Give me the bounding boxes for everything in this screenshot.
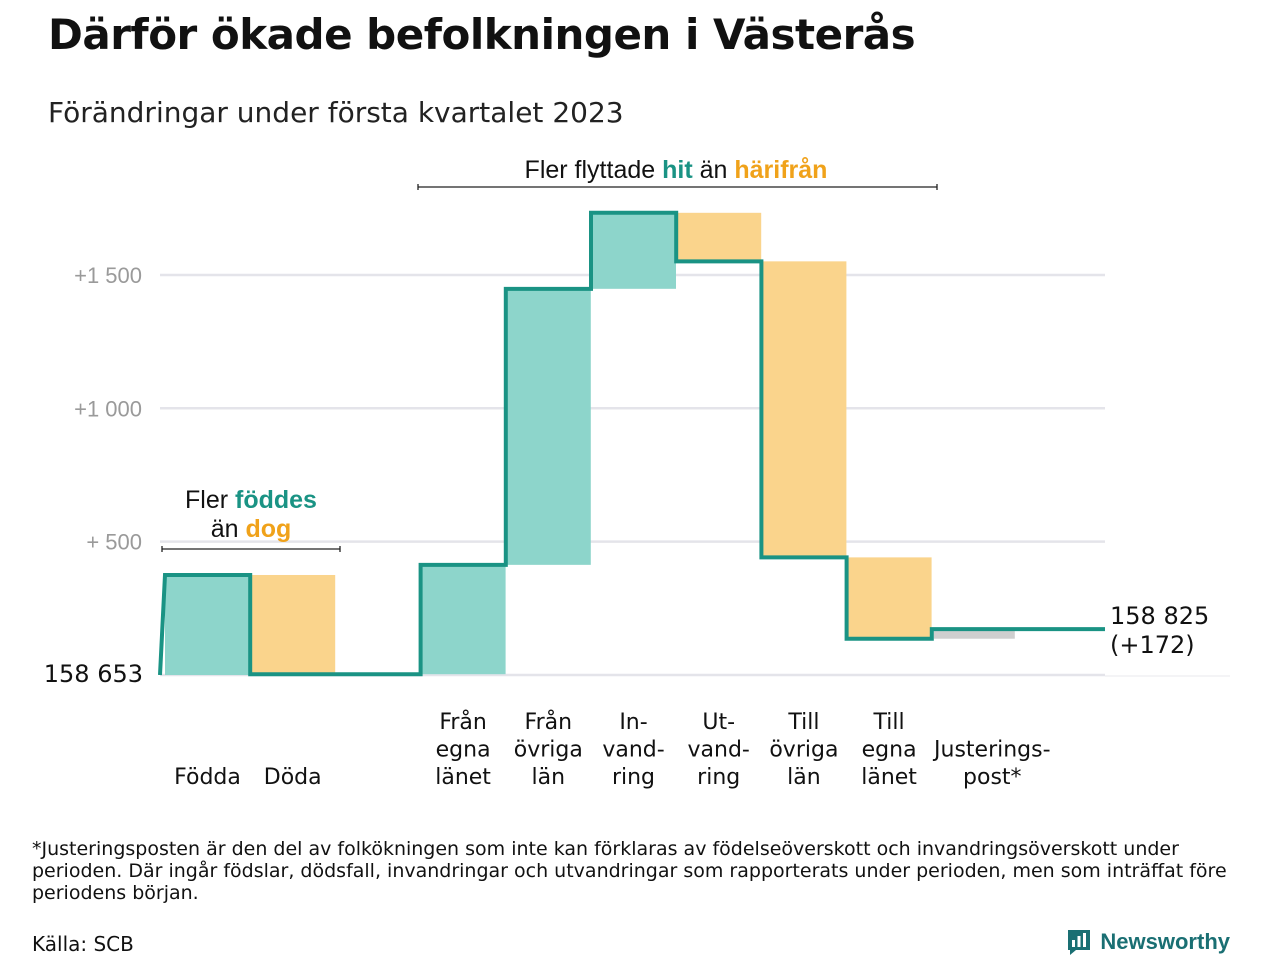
category-label: egna: [436, 738, 491, 763]
bar-5: [676, 212, 762, 262]
category-label: Till: [873, 710, 905, 735]
bar-6: [761, 261, 847, 558]
category-label: vand-: [688, 738, 750, 763]
y-tick-label: +1 500: [74, 263, 142, 288]
category-label: Från: [525, 709, 573, 735]
bar-0: [165, 574, 250, 675]
bar-4: [591, 212, 676, 289]
annotation-migration-part: än: [693, 156, 735, 184]
annotation-migration-part: Fler flyttade: [525, 156, 663, 184]
bar-3: [505, 288, 591, 565]
bars: [165, 212, 1015, 675]
step-line-path: [158, 210, 1105, 677]
category-label: Till: [787, 710, 819, 735]
newsworthy-logo-icon: [1068, 930, 1091, 955]
bar-8: [933, 629, 1015, 639]
category-label: län: [787, 765, 821, 790]
category-label: post*: [963, 765, 1022, 790]
annotation-births-part: föddes: [235, 486, 317, 514]
annotation-migration-part: härifrån: [734, 156, 827, 184]
step-line: [158, 210, 1105, 677]
start-value-label: 158 653: [44, 660, 143, 688]
annotation-births-part: Fler: [185, 486, 235, 514]
category-label: vand-: [602, 738, 664, 763]
annotation-births-text: Fler föddes: [185, 486, 317, 514]
brand-name: Newsworthy: [1100, 929, 1230, 954]
category-label: In-: [619, 710, 647, 735]
bar-2: [420, 564, 506, 675]
bar-7: [846, 557, 932, 639]
annotation-migration-text: Fler flyttade hit än härifrån: [525, 156, 828, 184]
category-label: ring: [697, 765, 740, 790]
category-label: Döda: [264, 765, 322, 790]
annotation-births-text: än dog: [211, 515, 292, 543]
y-tick-label: +1 000: [74, 396, 142, 421]
labels: + 500 +1 000 +1 500 158 653 158 825(+172) Föd…: [44, 263, 1210, 790]
category-label: egna: [862, 738, 917, 763]
category-label: Födda: [174, 765, 241, 790]
end-value-label: 158 825: [1110, 602, 1209, 630]
y-tick-label: + 500: [86, 530, 142, 555]
chart-subtitle: Förändringar under första kvartalet 2023: [48, 96, 624, 129]
brand-logo: Newsworthy: [1066, 928, 1230, 956]
end-change-label: (+172): [1110, 631, 1195, 659]
footnote: *Justeringsposten är den del av folkökni…: [32, 838, 1227, 904]
bar-1: [250, 574, 336, 675]
category-label: Ut-: [702, 710, 735, 735]
category-label: övriga: [514, 738, 583, 763]
category-label: Justerings-: [932, 738, 1051, 763]
annotation-migration-part: hit: [662, 156, 693, 184]
category-label: övriga: [769, 738, 838, 763]
annotation-births-part: än: [211, 515, 246, 543]
annotation-births-part: dog: [245, 515, 291, 543]
waterfall-chart: + 500 +1 000 +1 500 158 653 158 825(+172) Föd…: [44, 156, 1230, 790]
chart-title: Därför ökade befolkningen i Västerås: [48, 10, 916, 59]
category-label: länet: [861, 765, 917, 790]
source-note: Källa: SCB: [32, 932, 134, 956]
category-label: Från: [439, 709, 487, 735]
category-label: ring: [612, 765, 655, 790]
category-label: län: [532, 765, 566, 790]
category-label: länet: [435, 765, 491, 790]
